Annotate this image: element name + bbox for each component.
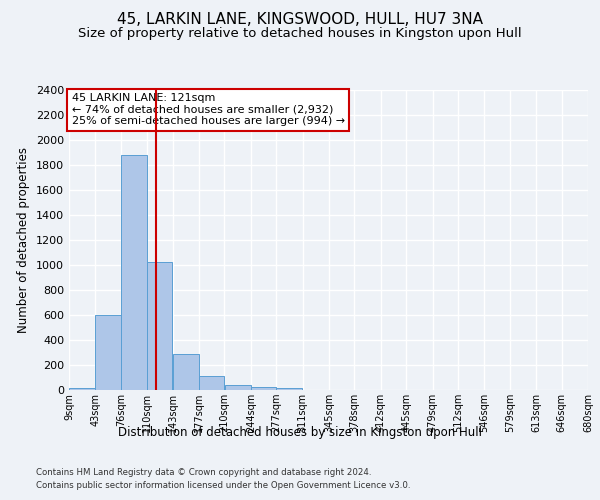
Bar — [224, 385, 251, 390]
Bar — [69, 388, 95, 390]
Bar — [173, 354, 199, 390]
Bar — [121, 155, 147, 390]
Bar — [95, 315, 121, 390]
Bar — [251, 387, 276, 390]
Bar — [148, 262, 172, 390]
Text: 45, LARKIN LANE, KINGSWOOD, HULL, HU7 3NA: 45, LARKIN LANE, KINGSWOOD, HULL, HU7 3N… — [117, 12, 483, 28]
Text: Distribution of detached houses by size in Kingston upon Hull: Distribution of detached houses by size … — [118, 426, 482, 439]
Bar — [199, 376, 224, 390]
Text: 45 LARKIN LANE: 121sqm
← 74% of detached houses are smaller (2,932)
25% of semi-: 45 LARKIN LANE: 121sqm ← 74% of detached… — [71, 93, 345, 126]
Text: Contains HM Land Registry data © Crown copyright and database right 2024.: Contains HM Land Registry data © Crown c… — [36, 468, 371, 477]
Bar — [277, 388, 302, 390]
Text: Size of property relative to detached houses in Kingston upon Hull: Size of property relative to detached ho… — [78, 28, 522, 40]
Text: Contains public sector information licensed under the Open Government Licence v3: Contains public sector information licen… — [36, 480, 410, 490]
Y-axis label: Number of detached properties: Number of detached properties — [17, 147, 31, 333]
